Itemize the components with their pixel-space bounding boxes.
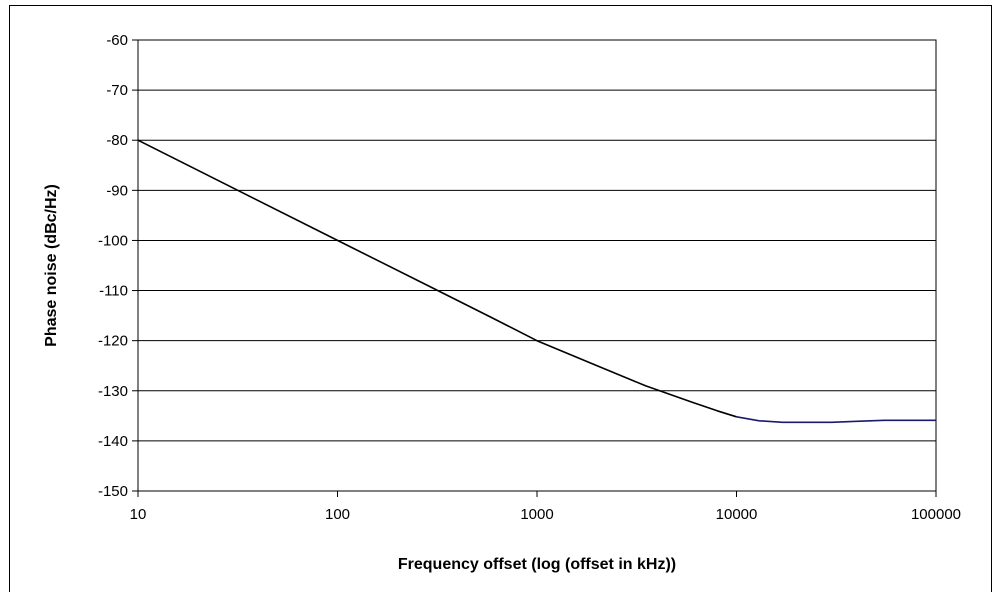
y-tick-label: -60 bbox=[106, 32, 128, 49]
grid-lines bbox=[138, 39, 936, 492]
x-tick-label: 10000 bbox=[716, 506, 758, 523]
y-axis-title: Phase noise (dBc/Hz) bbox=[43, 184, 60, 347]
y-tick-label: -150 bbox=[98, 483, 128, 500]
series-line-1 bbox=[736, 416, 936, 424]
y-tick-label: -90 bbox=[106, 182, 128, 199]
x-tick-label: 1000 bbox=[520, 506, 553, 523]
x-tick-label: 100 bbox=[325, 506, 350, 523]
series-lines bbox=[137, 139, 936, 424]
y-tick-label: -110 bbox=[99, 283, 128, 300]
plot-area bbox=[137, 39, 937, 492]
y-axis-ticks: -60 -70 -80 -90 -100 -110 -120 -130 -140 -150 bbox=[98, 32, 138, 500]
x-axis-title: Frequency offset (log (offset in kHz)) bbox=[398, 556, 676, 573]
y-tick-label: -80 bbox=[106, 132, 128, 149]
x-tick-label: 100000 bbox=[911, 506, 961, 523]
y-tick-label: -140 bbox=[98, 433, 128, 450]
y-tick-label: -70 bbox=[106, 82, 128, 99]
chart-frame bbox=[9, 5, 992, 592]
x-tick-label: 10 bbox=[130, 506, 147, 523]
y-tick-label: -120 bbox=[98, 333, 128, 350]
x-axis-ticks: 10 100 1000 10000 100000 bbox=[130, 491, 961, 523]
series-line-0 bbox=[137, 139, 737, 418]
y-tick-label: -130 bbox=[98, 383, 128, 400]
y-tick-label: -100 bbox=[98, 232, 128, 249]
